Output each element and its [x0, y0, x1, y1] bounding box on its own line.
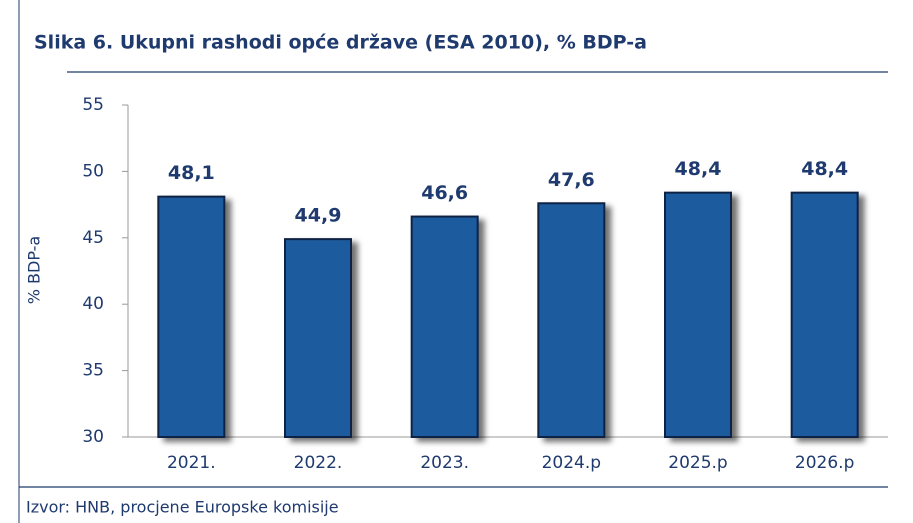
value-label: 48,4 — [675, 158, 722, 180]
value-label: 46,6 — [421, 182, 468, 204]
value-label: 48,4 — [801, 158, 848, 180]
chart-title: Slika 6. Ukupni rashodi opće države (ESA… — [34, 32, 647, 54]
x-tick-label: 2021. — [167, 453, 216, 473]
y-tick-label: 45 — [82, 228, 104, 248]
x-tick-label: 2026.p — [795, 453, 854, 473]
y-tick-label: 50 — [82, 161, 104, 181]
x-tick-label: 2022. — [294, 453, 343, 473]
bar — [664, 191, 732, 438]
bar — [537, 202, 606, 438]
value-label: 48,1 — [168, 162, 215, 184]
bar — [157, 195, 226, 438]
y-axis-label: % BDP-a — [25, 236, 44, 304]
bar — [410, 215, 479, 438]
value-label: 44,9 — [295, 205, 342, 227]
y-tick-label: 30 — [82, 427, 104, 447]
value-label: 47,6 — [548, 169, 595, 191]
x-tick-label: 2023. — [420, 453, 469, 473]
y-tick-label: 40 — [82, 294, 104, 314]
source: Izvor: HNB, procjene Europske komisije — [26, 498, 339, 517]
y-tick-label: 55 — [82, 95, 104, 115]
x-tick-label: 2025.p — [668, 453, 727, 473]
x-tick-label: 2024.p — [542, 453, 601, 473]
bar — [790, 191, 859, 438]
y-tick-label: 35 — [82, 361, 104, 381]
bar — [284, 238, 352, 438]
